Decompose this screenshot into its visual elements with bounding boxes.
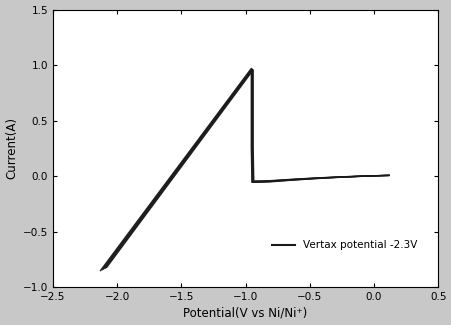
Legend: Vertax potential -2.3V: Vertax potential -2.3V (267, 236, 420, 254)
X-axis label: Potential(V vs Ni/Ni⁺): Potential(V vs Ni/Ni⁺) (183, 306, 307, 319)
Y-axis label: Current(A): Current(A) (5, 117, 18, 179)
